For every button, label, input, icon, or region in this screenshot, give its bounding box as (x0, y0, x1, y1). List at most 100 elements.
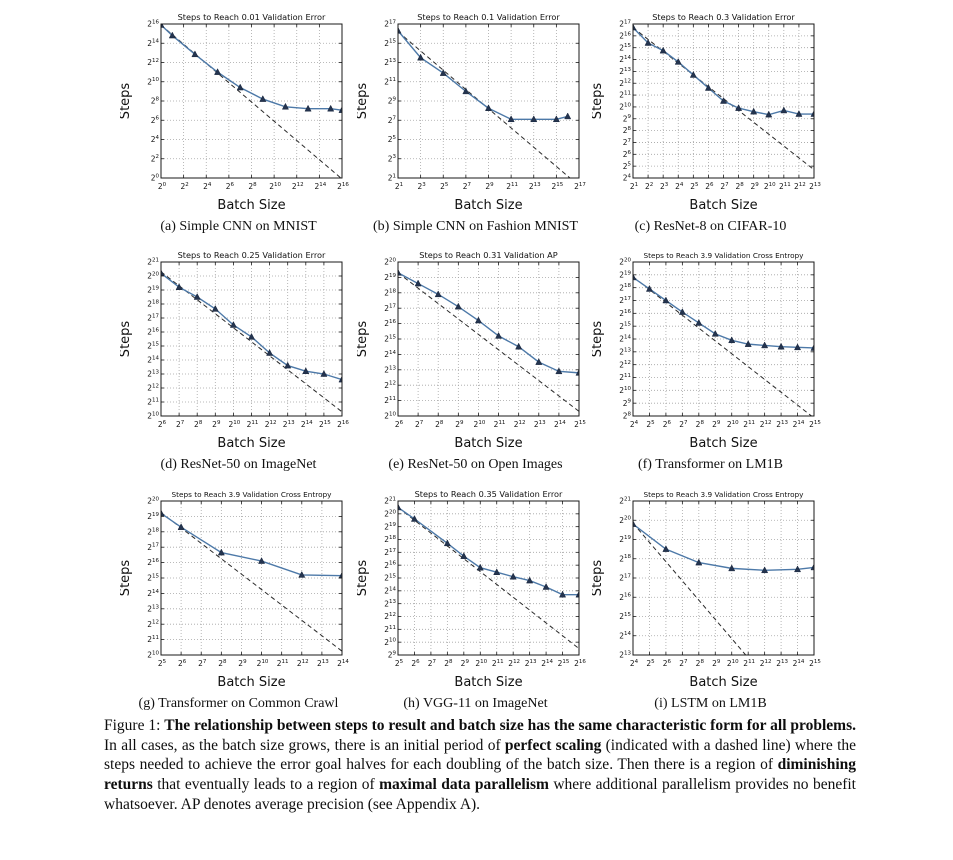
x-tick-label: 28 (194, 420, 203, 429)
x-tick-label: 217 (574, 182, 586, 191)
y-tick-label: 29 (388, 96, 397, 105)
y-axis-label: Steps (357, 321, 370, 358)
x-tick-label: 27 (463, 182, 472, 191)
caption-segment: The relationship between steps to result… (164, 717, 856, 734)
series-marker (454, 302, 462, 310)
y-tick-label: 21 (388, 173, 396, 182)
x-tick-label: 215 (574, 420, 586, 429)
series-marker (515, 342, 523, 350)
axis-ticks (160, 261, 343, 417)
x-axis-label: Batch Size (689, 198, 757, 213)
chart-title: Steps to Reach 3.9 Validation Cross Entr… (644, 490, 805, 499)
series-marker (327, 104, 335, 112)
subplot-i: 24 25 26 27 28 29 210 211 212 213 214 215 213 214 215 2… (592, 489, 829, 712)
series-marker (659, 46, 667, 54)
data-series (161, 269, 342, 383)
y-axis-label: Steps (592, 83, 605, 120)
y-tick-label: 215 (384, 334, 396, 343)
series-line (633, 523, 814, 572)
x-tick-label: 29 (238, 659, 247, 668)
series-marker (462, 87, 470, 95)
y-tick-label: 212 (147, 383, 159, 392)
x-tick-label: 27 (415, 420, 424, 429)
x-tick-label: 210 (257, 659, 269, 668)
y-axis-label: Steps (120, 321, 133, 358)
y-tick-label: 214 (384, 350, 396, 359)
chart-title: Steps to Reach 0.1 Validation Error (417, 12, 560, 22)
y-tick-label: 218 (384, 288, 396, 297)
series-marker (719, 97, 728, 104)
x-tick-label: 211 (494, 420, 506, 429)
x-tick-label: 210 (474, 420, 486, 429)
subplot-i-chart: 24 25 26 27 28 29 210 211 212 213 214 215 213 214 215 2… (592, 490, 821, 690)
chart-title: Steps to Reach 0.31 Validation AP (419, 250, 557, 260)
series-marker (526, 576, 534, 584)
x-tick-label: 27 (679, 420, 688, 429)
y-tick-label: 217 (147, 543, 159, 552)
x-tick-label: 29 (712, 420, 721, 429)
data-series (161, 24, 342, 113)
y-axis-label: Steps (357, 83, 370, 120)
y-tick-label: 217 (619, 296, 631, 305)
series-marker (439, 69, 447, 76)
x-tick-label: 216 (337, 420, 349, 429)
series-marker (633, 273, 637, 281)
x-tick-label: 212 (794, 182, 806, 191)
series-marker (780, 106, 788, 114)
series-marker (678, 308, 686, 315)
series-marker (564, 112, 572, 120)
series-marker (161, 24, 165, 28)
x-tick-label: 213 (534, 420, 546, 429)
y-tick-label: 210 (384, 411, 396, 420)
y-tick-label: 217 (147, 313, 159, 322)
caption-segment: maximal data parallelism (379, 776, 549, 794)
series-marker (761, 566, 769, 574)
subplot-b-caption: (b) Simple CNN on Fashion MNIST (373, 219, 578, 234)
perfect-scaling-dashed-line (398, 272, 579, 412)
series-marker (744, 340, 752, 347)
series-marker (258, 557, 266, 564)
y-axis-label: Steps (592, 321, 605, 358)
chart-title: Steps to Reach 0.01 Validation Error (178, 12, 326, 22)
subplot-g: 25 26 27 28 29 210 211 212 213 214 210 211 212 213 214… (120, 489, 357, 712)
y-tick-label: 212 (147, 58, 159, 67)
y-axis-label: Steps (357, 560, 370, 597)
series-marker (509, 572, 517, 580)
series-marker (555, 367, 563, 375)
y-tick-label: 210 (619, 102, 631, 111)
x-tick-label: 27 (720, 182, 729, 191)
x-tick-label: 29 (712, 659, 721, 668)
x-tick-label: 27 (176, 420, 185, 429)
series-marker (575, 368, 579, 376)
y-tick-label: 29 (623, 114, 632, 123)
series-marker (247, 332, 256, 340)
y-tick-label: 214 (384, 586, 396, 595)
x-tick-label: 21 (395, 182, 403, 191)
x-tick-label: 213 (529, 182, 541, 191)
series-marker (695, 558, 703, 566)
chart-title: Steps to Reach 3.9 Validation Cross Entr… (644, 251, 805, 260)
data-series (161, 509, 342, 579)
y-tick-label: 213 (384, 58, 396, 67)
x-tick-label: 212 (760, 420, 772, 429)
y-tick-label: 220 (619, 257, 631, 266)
x-tick-label: 216 (337, 182, 349, 191)
series-marker (302, 367, 310, 374)
subplot-f: 24 25 26 27 28 29 210 211 212 213 214 215 28 29 210 211… (592, 250, 829, 473)
series-marker (542, 583, 550, 590)
y-tick-label: 219 (384, 273, 396, 282)
y-tick-label: 220 (147, 496, 159, 505)
series-marker (728, 336, 736, 344)
series-marker (495, 331, 503, 339)
x-tick-label: 212 (508, 659, 520, 668)
chart-title: Steps to Reach 0.35 Validation Error (415, 489, 563, 499)
axis-ticks (160, 23, 343, 179)
axis-ticks (397, 261, 580, 417)
y-tick-label: 211 (384, 396, 396, 405)
x-tick-label: 214 (793, 659, 805, 668)
x-tick-label: 25 (440, 182, 449, 191)
subplot-a-chart: 20 22 24 26 28 210 212 214 216 20 22 24 26 28 210 212 21… (120, 12, 349, 213)
x-tick-label: 214 (793, 420, 805, 429)
y-tick-label: 27 (388, 116, 397, 125)
y-tick-label: 219 (147, 512, 159, 521)
